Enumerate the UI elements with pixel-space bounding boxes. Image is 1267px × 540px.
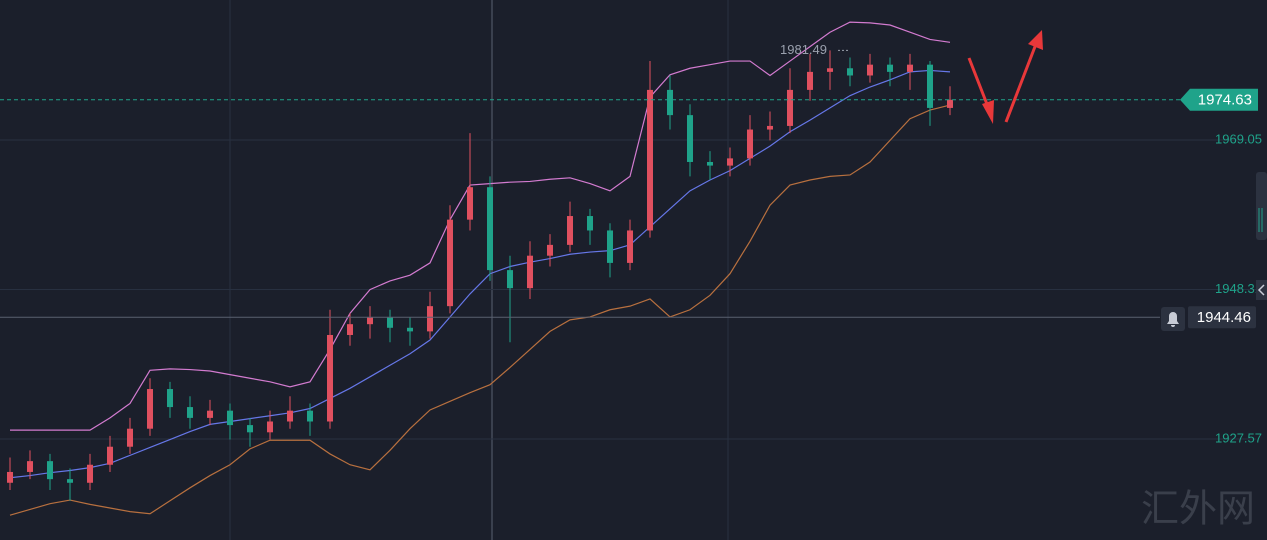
candle-body — [567, 216, 573, 245]
candle-body — [407, 327, 413, 332]
annotation-arrow — [1004, 43, 1038, 123]
band-line — [9, 69, 951, 479]
candle-body — [607, 230, 613, 263]
candle-body — [907, 64, 913, 72]
scroll-grip — [1258, 208, 1263, 232]
overlay: 1981.49 1974.63 1944.46 — [0, 42, 1258, 329]
max-price-label: 1981.49 — [780, 42, 827, 57]
y-tick-label: 1948.31 — [1215, 281, 1262, 296]
candle-body — [487, 187, 493, 271]
grid: 1969.05 1948.31 1927.57 — [0, 131, 1262, 445]
candle-body — [747, 129, 753, 159]
candle-body — [467, 187, 473, 220]
candle-body — [767, 125, 773, 130]
candle-body — [167, 389, 173, 408]
candle-body — [927, 64, 933, 108]
candle-body — [687, 115, 693, 162]
candle-body — [387, 316, 393, 328]
candle-body — [187, 407, 193, 418]
candles — [7, 50, 953, 501]
candle-body — [207, 410, 213, 418]
crosshair-price-label: 1944.46 — [1197, 309, 1251, 326]
candle-body — [147, 389, 153, 429]
candle-body — [267, 421, 273, 433]
candle-body — [307, 410, 313, 422]
candle-body — [867, 64, 873, 76]
last-price-tag — [1180, 88, 1258, 111]
candle-body — [127, 428, 133, 447]
candle-body — [87, 464, 93, 483]
y-tick-label: 1969.05 — [1215, 131, 1262, 146]
candle-body — [807, 71, 813, 90]
candle-body — [367, 316, 373, 325]
candle-body — [947, 99, 953, 108]
candle-body — [667, 89, 673, 116]
candle-body — [627, 230, 633, 263]
watermark: 汇外网 — [1141, 487, 1255, 531]
candle-body — [827, 68, 833, 72]
candle-body — [527, 255, 533, 289]
candle-body — [547, 244, 553, 256]
candle-body — [787, 89, 793, 126]
collapse-button[interactable] — [1256, 280, 1267, 300]
crosshair-price-tag — [1188, 306, 1256, 329]
y-tick-label: 1927.57 — [1215, 430, 1262, 445]
last-price-label: 1974.63 — [1198, 92, 1252, 109]
bell-icon — [1167, 312, 1179, 327]
candle-body — [507, 270, 513, 289]
candle-body — [7, 471, 13, 483]
candle-body — [347, 324, 353, 335]
candle-body — [247, 425, 253, 433]
candle-body — [447, 219, 453, 307]
candle-body — [647, 89, 653, 231]
annotation-arrowhead — [1028, 30, 1043, 50]
candle-body — [727, 158, 733, 166]
band-line — [10, 21, 951, 431]
candle-body — [327, 334, 333, 422]
candle-body — [587, 216, 593, 231]
bands — [9, 21, 951, 516]
candle-body — [887, 64, 893, 72]
chevron-icon — [1257, 284, 1265, 296]
candle-body — [227, 410, 233, 426]
candle-body — [707, 161, 713, 166]
band-line — [9, 104, 951, 516]
candle-body — [67, 479, 73, 483]
candle-body — [107, 446, 113, 465]
candle-body — [847, 68, 853, 76]
annotation-arrowhead — [982, 100, 994, 124]
candle-body — [287, 410, 293, 422]
candle-body — [427, 306, 433, 332]
candle-body — [27, 461, 33, 472]
candle-body — [47, 461, 53, 480]
